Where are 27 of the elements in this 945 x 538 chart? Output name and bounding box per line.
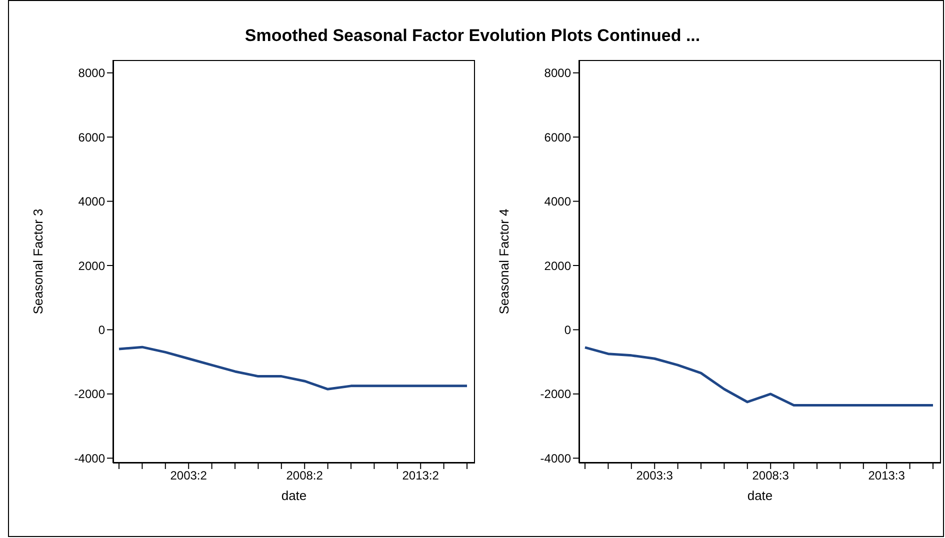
- x-tick-label: 2013:2: [402, 468, 440, 483]
- chart-title: Smoothed Seasonal Factor Evolution Plots Continued ...: [244, 26, 702, 46]
- line-series: [118, 346, 468, 390]
- x-tick-label: 2003:2: [170, 468, 208, 483]
- y-axis-title: Seasonal Factor 4: [496, 208, 512, 314]
- y-tick-label: 4000: [544, 194, 572, 209]
- y-tick-label: 0: [98, 322, 106, 337]
- y-tick-label: -4000: [540, 451, 572, 466]
- x-tick-label: 2008:2: [286, 468, 324, 483]
- y-tick-label: 6000: [78, 130, 106, 144]
- x-tick-label: 2008:3: [752, 468, 790, 483]
- y-axis-title: Seasonal Factor 3: [30, 208, 46, 314]
- y-tick-label: -4000: [74, 451, 106, 466]
- y-tick-label: 0: [564, 322, 572, 337]
- y-tick-label: 6000: [544, 130, 572, 144]
- x-axis-title: date: [747, 488, 773, 504]
- x-tick-label: 2013:3: [868, 468, 906, 483]
- y-tick-label: -2000: [540, 387, 572, 402]
- y-tick-label: 2000: [544, 258, 572, 273]
- y-tick-label: 8000: [544, 66, 572, 80]
- x-tick-label: 2003:3: [636, 468, 674, 483]
- y-tick-label: 8000: [78, 66, 106, 80]
- y-tick-label: 4000: [78, 194, 106, 209]
- y-tick-label: -2000: [74, 387, 106, 402]
- y-tick-label: 2000: [78, 258, 106, 273]
- x-axis-title: date: [281, 488, 307, 504]
- line-series: [584, 346, 934, 406]
